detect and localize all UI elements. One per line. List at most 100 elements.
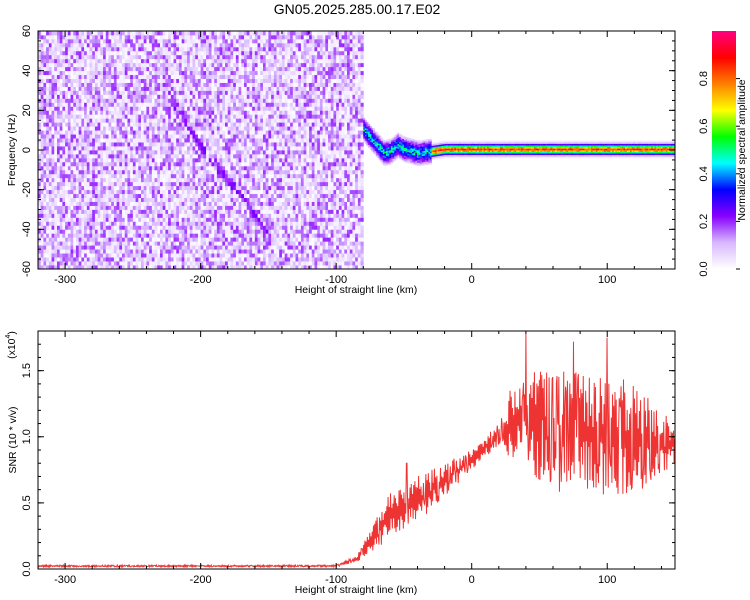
heatmap-cell <box>214 114 218 119</box>
heatmap-cell <box>184 150 188 155</box>
heatmap-cell <box>59 54 63 60</box>
heatmap-cell <box>260 98 264 103</box>
heatmap-cell <box>111 62 115 68</box>
heatmap-cell <box>81 34 85 40</box>
heatmap-cell <box>246 74 250 79</box>
heatmap-cell <box>176 249 180 254</box>
heatmap-cell <box>192 94 196 99</box>
heatmap-cell <box>252 165 256 171</box>
heatmap-cell <box>56 249 61 254</box>
heatmap-cell <box>84 110 88 115</box>
heatmap-cell <box>241 31 245 36</box>
heatmap-cell <box>252 169 256 175</box>
heatmap-cell <box>86 173 90 179</box>
heatmap-cell <box>192 122 196 127</box>
heatmap-cell <box>203 233 207 238</box>
heatmap-cell <box>54 185 58 191</box>
heatmap-cell <box>138 66 142 72</box>
heatmap-cell <box>113 110 118 115</box>
heatmap-cell <box>65 110 69 115</box>
heatmap-cell <box>149 78 153 83</box>
heatmap-cell <box>122 225 126 230</box>
heatmap-cell <box>187 261 191 266</box>
heatmap-cell <box>84 153 88 159</box>
heatmap-cell <box>54 122 58 127</box>
heatmap-cell <box>159 257 164 262</box>
heatmap-cell <box>116 130 120 135</box>
heatmap-cell <box>94 31 99 36</box>
heatmap-cell <box>249 94 253 99</box>
heatmap-cell <box>203 205 207 210</box>
heatmap-cell <box>146 193 150 198</box>
heatmap-cell <box>141 213 145 218</box>
heatmap-cell <box>195 34 199 40</box>
heatmap-cell <box>111 241 115 246</box>
heatmap-cell <box>173 42 177 48</box>
heatmap-cell <box>143 142 147 147</box>
heatmap-cell <box>170 106 174 111</box>
heatmap-cell <box>135 150 139 155</box>
heatmap-cell <box>103 118 107 123</box>
heatmap-cell <box>105 50 109 56</box>
heatmap-cell <box>173 38 177 44</box>
heatmap-cell <box>206 74 210 79</box>
heatmap-cell <box>195 54 199 60</box>
heatmap-cell <box>113 54 118 60</box>
heatmap-cell <box>189 150 193 155</box>
heatmap-cell <box>244 50 248 56</box>
heatmap-cell <box>149 150 153 155</box>
heatmap-cell <box>252 150 256 155</box>
heatmap-cell <box>238 34 242 40</box>
heatmap-cell <box>43 221 47 226</box>
heatmap-cell <box>124 257 128 262</box>
heatmap-cell <box>225 265 229 269</box>
heatmap-cell <box>262 233 267 238</box>
heatmap-cell <box>124 114 128 119</box>
heatmap-cell <box>111 146 115 151</box>
heatmap-cell <box>75 249 80 254</box>
heatmap-cell <box>89 209 93 214</box>
heatmap-cell <box>67 253 71 258</box>
heatmap-cell <box>105 146 109 151</box>
heatmap-cell <box>159 217 164 222</box>
heatmap-cell <box>78 98 82 103</box>
heatmap-cell <box>119 42 123 48</box>
heatmap-cell <box>119 146 123 151</box>
heatmap-cell <box>211 213 215 218</box>
heatmap-cell <box>159 34 164 40</box>
heatmap-cell <box>138 150 142 155</box>
heatmap-cell <box>122 130 126 135</box>
heatmap-cell <box>195 102 199 107</box>
heatmap-cell <box>81 253 85 258</box>
heatmap-cell <box>189 110 193 115</box>
heatmap-cell <box>111 161 115 167</box>
heatmap-cell <box>238 197 242 202</box>
heatmap-cell <box>84 169 88 175</box>
heatmap-cell <box>225 253 229 258</box>
heatmap-cell <box>116 265 120 269</box>
heatmap-cell <box>184 189 188 195</box>
heatmap-cell <box>48 217 52 222</box>
heatmap-cell <box>254 31 258 36</box>
heatmap-cell <box>262 253 267 258</box>
heatmap-cell <box>162 142 166 147</box>
heatmap-cell <box>257 66 261 72</box>
heatmap-cell <box>48 86 52 91</box>
heatmap-cell <box>203 58 207 64</box>
heatmap-cell <box>143 185 147 191</box>
heatmap-cell <box>84 261 88 266</box>
heatmap-cell <box>254 58 258 64</box>
heatmap-cell <box>241 126 245 131</box>
heatmap-cell <box>141 74 145 79</box>
heatmap-cell <box>241 153 245 159</box>
heatmap-cell <box>244 31 248 36</box>
heatmap-cell <box>59 165 63 171</box>
heatmap-cell <box>216 58 221 64</box>
heatmap-cell <box>48 126 52 131</box>
heatmap-cell <box>208 66 212 72</box>
heatmap-cell <box>189 46 193 52</box>
heatmap-cell <box>154 205 158 210</box>
heatmap-cell <box>81 209 85 214</box>
heatmap-cell <box>230 114 234 119</box>
heatmap-cell <box>244 130 248 135</box>
